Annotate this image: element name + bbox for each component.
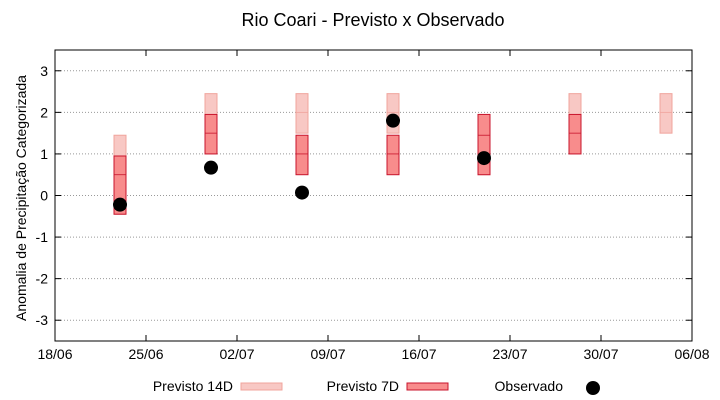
x-tick-label: 30/07: [583, 346, 618, 362]
observed-point: [204, 160, 218, 175]
forecast-7d-box: [477, 113, 491, 176]
legend-swatch-forecast-14d: [240, 382, 283, 391]
observed-point: [477, 151, 491, 166]
x-tick-label: 09/07: [310, 346, 345, 362]
y-tick-label: -1: [36, 229, 49, 245]
observed-point: [386, 113, 400, 128]
x-tick-label: 25/06: [128, 346, 163, 362]
forecast-7d-series: [113, 113, 582, 215]
y-tick-label: 3: [40, 63, 48, 79]
legend-marker-observed: [586, 381, 600, 395]
x-tick-label: 23/07: [492, 346, 527, 362]
chart-title: Rio Coari - Previsto x Observado: [241, 10, 504, 30]
observed-series: [113, 113, 491, 212]
forecast-7d-box: [386, 134, 400, 176]
legend-label-forecast-14d: Previsto 14D: [153, 378, 233, 394]
y-tick-label: -2: [36, 271, 49, 287]
observed-point: [295, 185, 309, 200]
y-axis-label: Anomalia de Precipitação Categorizada: [13, 75, 29, 321]
y-tick-label: 2: [40, 104, 48, 120]
grid-lines: [55, 70, 692, 321]
x-tick-label: 16/07: [401, 346, 436, 362]
x-tick-label: 06/08: [674, 346, 709, 362]
forecast-14d-box: [295, 93, 309, 134]
legend-label-observed: Observado: [495, 378, 564, 394]
y-tick-label: 1: [40, 146, 48, 162]
y-tick-label: 0: [40, 188, 48, 204]
x-tick-label: 18/06: [37, 346, 72, 362]
observed-point: [113, 197, 127, 212]
x-tick-label: 02/07: [219, 346, 254, 362]
legend: Previsto 14D Previsto 7D Observado: [153, 378, 600, 395]
forecast-14d-box: [659, 93, 673, 134]
forecast-7d-box: [568, 113, 582, 155]
legend-label-forecast-7d: Previsto 7D: [327, 378, 399, 394]
y-axis: -3 -2 -1 0 1 2 3: [36, 63, 692, 328]
y-tick-label: -3: [36, 312, 49, 328]
forecast-7d-box: [295, 134, 309, 176]
x-axis: 18/06 25/06 02/07 09/07 16/07 23/07 30/07 06/08: [37, 50, 710, 362]
legend-swatch-forecast-7d: [406, 382, 449, 391]
forecast-7d-box: [204, 113, 218, 155]
